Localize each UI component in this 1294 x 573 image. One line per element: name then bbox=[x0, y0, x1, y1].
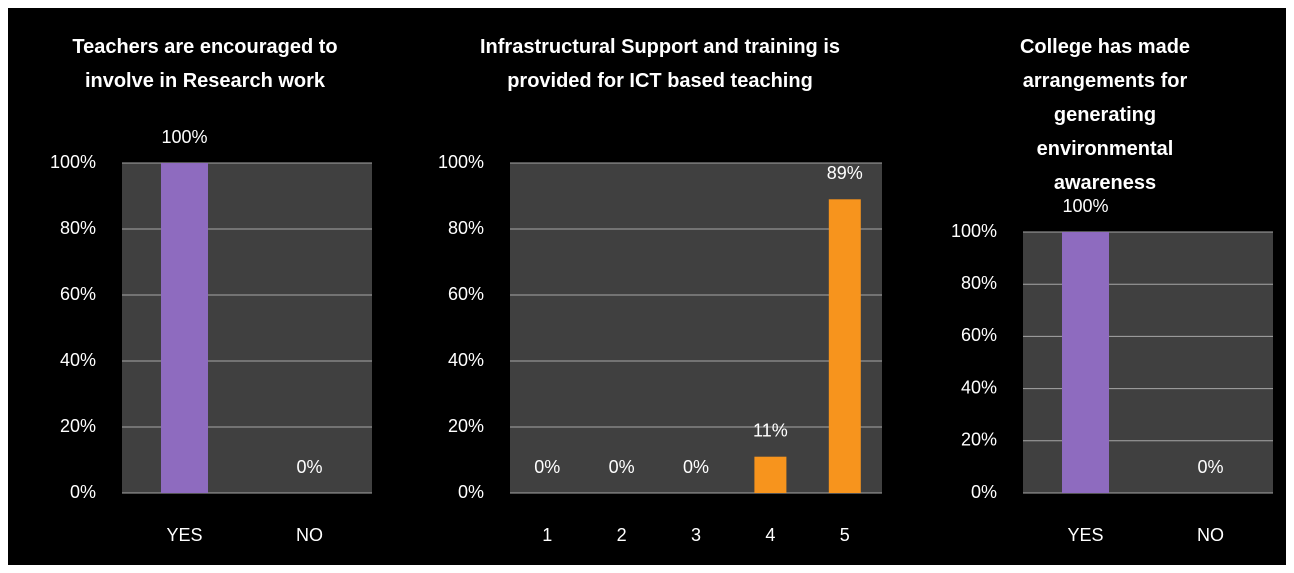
chart-title: Infrastructural Support and training is … bbox=[479, 36, 841, 92]
chart-title: Teachers are encouraged to involve in Re… bbox=[72, 36, 338, 92]
x-tick-label: 5 bbox=[840, 525, 850, 545]
plot-area bbox=[1023, 232, 1273, 493]
x-tick-label: YES bbox=[166, 525, 202, 545]
data-label: 11% bbox=[753, 420, 788, 440]
bar bbox=[1062, 232, 1109, 493]
y-tick-label: 0% bbox=[971, 482, 997, 502]
y-tick-label: 20% bbox=[961, 430, 997, 450]
y-tick-label: 100% bbox=[50, 152, 96, 172]
y-tick-label: 100% bbox=[951, 221, 997, 241]
y-tick-label: 20% bbox=[60, 416, 96, 436]
plot-area bbox=[510, 163, 882, 493]
x-tick-label: 4 bbox=[765, 525, 775, 545]
x-tick-label: 1 bbox=[542, 525, 552, 545]
y-tick-label: 0% bbox=[70, 482, 96, 502]
y-tick-label: 60% bbox=[60, 284, 96, 304]
data-label: 0% bbox=[683, 457, 709, 477]
plot-area bbox=[122, 163, 372, 493]
data-label: 0% bbox=[609, 457, 635, 477]
y-tick-label: 80% bbox=[448, 218, 484, 238]
y-tick-label: 80% bbox=[961, 273, 997, 293]
x-tick-label: 2 bbox=[617, 525, 627, 545]
data-label: 100% bbox=[161, 127, 207, 147]
y-tick-label: 40% bbox=[448, 350, 484, 370]
x-tick-label: 3 bbox=[691, 525, 701, 545]
y-tick-label: 60% bbox=[448, 284, 484, 304]
y-tick-label: 20% bbox=[448, 416, 484, 436]
y-tick-label: 60% bbox=[961, 325, 997, 345]
x-tick-label: NO bbox=[1197, 525, 1224, 545]
data-label: 100% bbox=[1062, 196, 1108, 216]
y-tick-label: 100% bbox=[438, 152, 484, 172]
chart-title: College has made arrangements for genera… bbox=[1019, 36, 1191, 194]
data-label: 0% bbox=[296, 457, 322, 477]
y-tick-label: 80% bbox=[60, 218, 96, 238]
x-tick-label: NO bbox=[296, 525, 323, 545]
data-label: 89% bbox=[827, 163, 863, 183]
y-tick-label: 40% bbox=[961, 377, 997, 397]
bar bbox=[828, 199, 861, 494]
y-tick-label: 40% bbox=[60, 350, 96, 370]
data-label: 0% bbox=[534, 457, 560, 477]
bar bbox=[161, 163, 208, 493]
data-label: 0% bbox=[1197, 457, 1223, 477]
bar bbox=[754, 456, 787, 493]
y-tick-label: 0% bbox=[458, 482, 484, 502]
x-tick-label: YES bbox=[1067, 525, 1103, 545]
